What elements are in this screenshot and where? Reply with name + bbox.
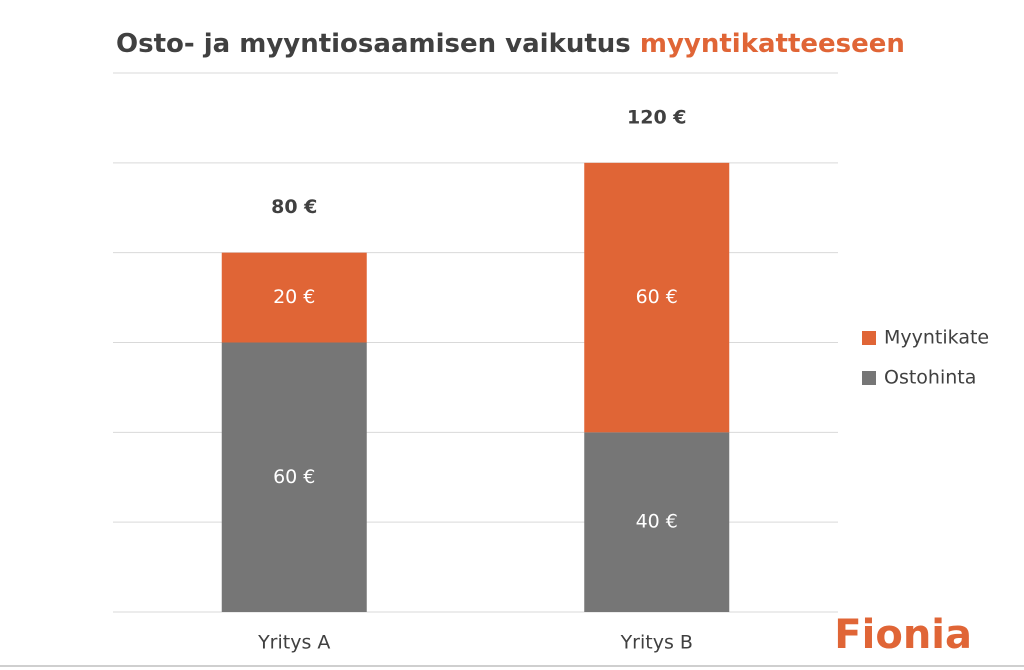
data-label: 40 € [636,511,678,533]
data-label: 60 € [273,466,315,488]
x-tick-label: Yritys A [257,632,330,654]
bar-segment [584,432,730,612]
legend-label: Myyntikate [884,327,989,349]
bar-segment [221,342,367,612]
x-tick-label: Yritys B [620,632,693,654]
legend-swatch [862,331,876,345]
chart-title: Osto- ja myyntiosaamisen vaikutus myynti… [116,29,905,59]
bar-segment [584,162,730,433]
bar-segment [221,252,367,343]
title-highlight: myyntikatteeseen [640,29,905,59]
data-label: 20 € [273,286,315,308]
legend-swatch [862,371,876,385]
legend-label: Ostohinta [884,367,976,389]
title-main: Osto- ja myyntiosaamisen vaikutus [116,29,631,59]
total-label: 80 € [271,196,317,218]
brand-logo: Fionia [834,612,972,658]
total-label: 120 € [627,106,687,128]
data-label: 60 € [636,286,678,308]
